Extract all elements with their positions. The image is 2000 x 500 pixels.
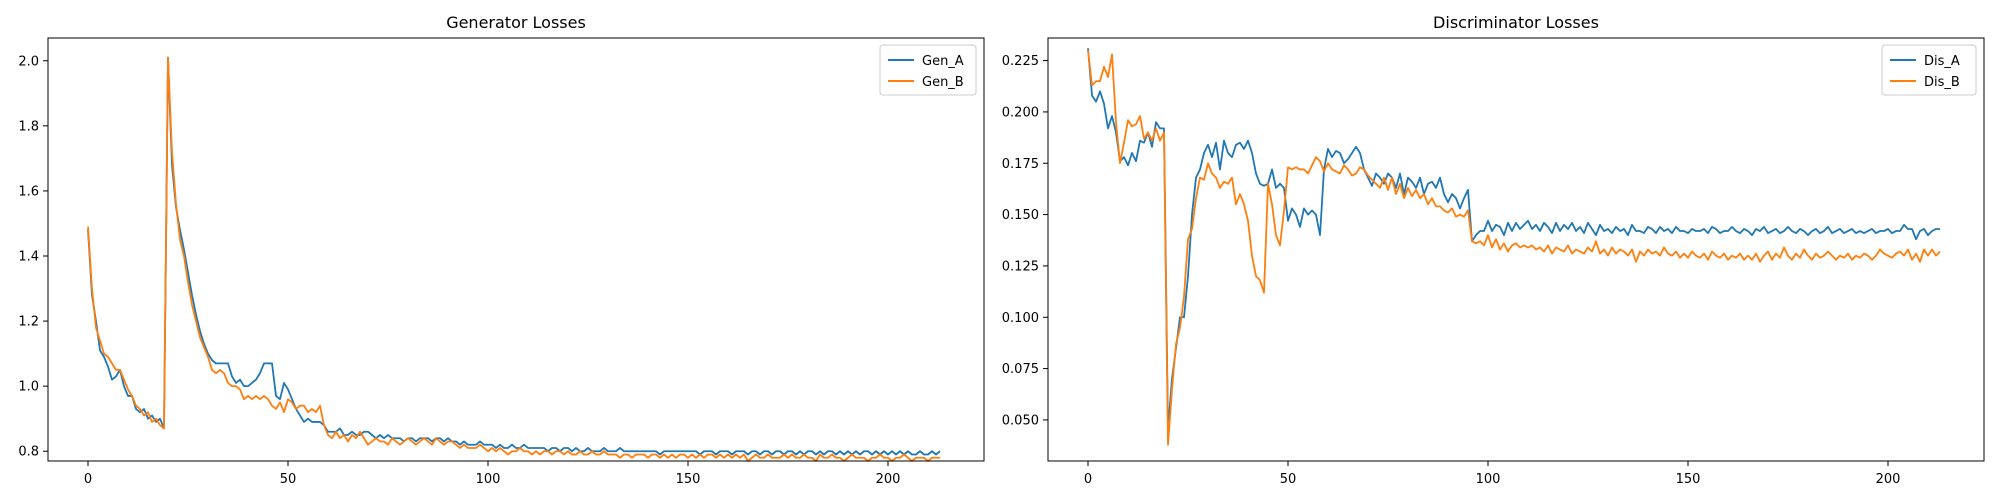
legend-frame	[1881, 44, 1977, 96]
legend: Gen_A Gen_B	[879, 44, 977, 96]
axes-frame	[1047, 37, 1985, 462]
x-tick-label: 100	[1476, 472, 1501, 487]
x-tick-label: 100	[476, 472, 501, 487]
legend-frame	[879, 44, 977, 96]
series-line-gen-a	[87, 56, 941, 456]
y-tick-label: 0.100	[1002, 311, 1039, 326]
y-tick-label: 1.0	[18, 380, 39, 395]
chart-discriminator-losses: Discriminator Losses 0 50 100 150 200 0.0500…	[1002, 13, 1985, 487]
y-tick-label: 2.0	[18, 54, 39, 69]
legend-label-dis-b: Dis_B	[1924, 75, 1960, 90]
x-tick-label: 0	[84, 472, 92, 487]
chart-generator-losses: Generator Losses 0 50 100 150 200 0.8 1.0 1.2 1…	[18, 13, 985, 487]
x-axis-ticks: 0 50 100 150 200	[84, 461, 901, 487]
y-tick-label: 0.225	[1002, 54, 1039, 69]
chart-title: Discriminator Losses	[1433, 13, 1599, 32]
y-tick-label: 1.6	[18, 184, 39, 199]
axes-frame	[47, 37, 985, 462]
x-tick-label: 200	[876, 472, 901, 487]
y-tick-label: 0.200	[1002, 105, 1039, 120]
x-tick-label: 50	[280, 472, 297, 487]
legend-label-gen-a: Gen_A	[922, 54, 964, 69]
plot-area	[1047, 37, 1985, 462]
series-line-dis-b	[1087, 50, 1941, 446]
y-tick-label: 0.8	[18, 445, 39, 460]
y-tick-label: 0.075	[1002, 362, 1039, 377]
y-tick-label: 0.175	[1002, 157, 1039, 172]
x-axis-ticks: 0 50 100 150 200	[1084, 461, 1901, 487]
plot-area	[47, 37, 985, 462]
y-tick-label: 1.2	[18, 315, 39, 330]
series-line-gen-b	[87, 56, 940, 462]
legend-label-dis-a: Dis_A	[1924, 54, 1960, 69]
chart-title: Generator Losses	[446, 13, 586, 32]
x-tick-label: 50	[1280, 472, 1297, 487]
series-line-dis-a	[1087, 48, 1940, 432]
series-layer	[87, 56, 941, 462]
x-tick-label: 150	[676, 472, 701, 487]
y-tick-label: 0.125	[1002, 259, 1039, 274]
legend-label-gen-b: Gen_B	[922, 75, 964, 90]
y-tick-label: 1.8	[18, 119, 39, 134]
y-tick-label: 0.150	[1002, 208, 1039, 223]
x-tick-label: 200	[1876, 472, 1901, 487]
legend: Dis_A Dis_B	[1881, 44, 1977, 96]
series-layer	[1087, 48, 1941, 446]
y-tick-label: 1.4	[18, 250, 39, 265]
y-tick-label: 0.050	[1002, 413, 1039, 428]
y-axis-ticks: 0.8 1.0 1.2 1.4 1.6 1.8 2.0	[18, 54, 48, 460]
x-tick-label: 0	[1084, 472, 1092, 487]
x-tick-label: 150	[1676, 472, 1701, 487]
y-axis-ticks: 0.050 0.075 0.100 0.125 0.150 0.175 0.200 0.225	[1002, 54, 1048, 428]
